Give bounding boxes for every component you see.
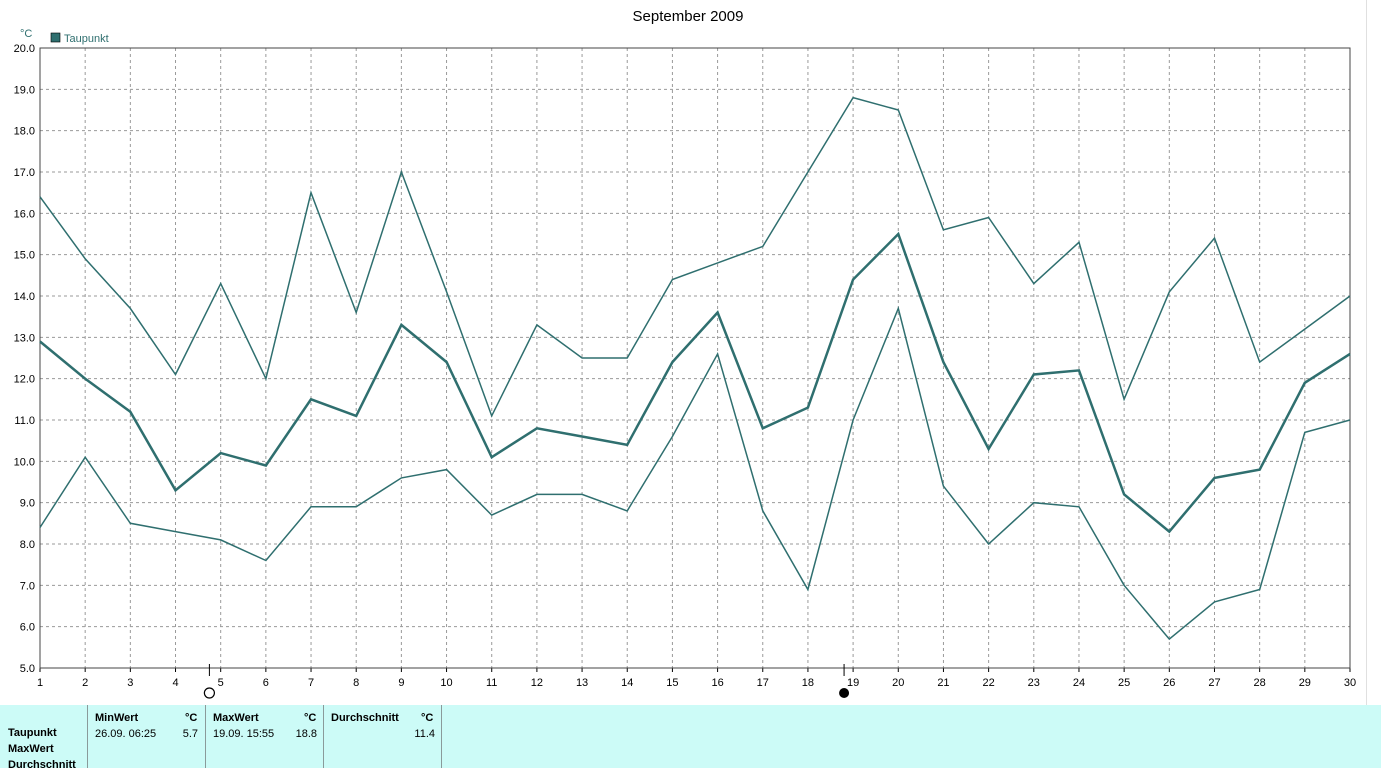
max-value: 18.8 xyxy=(295,728,317,740)
right-edge-strip xyxy=(1366,0,1381,705)
avg-unit: °C xyxy=(421,712,434,724)
x-tick-label: 18 xyxy=(802,677,814,689)
y-tick-label: 5.0 xyxy=(20,663,35,675)
y-tick-label: 8.0 xyxy=(20,539,35,551)
min-date: 26.09. 06:25 xyxy=(95,728,157,740)
y-tick-label: 16.0 xyxy=(14,208,35,220)
max-unit: °C xyxy=(304,712,317,724)
x-tick-label: 27 xyxy=(1208,677,1220,689)
x-tick-label: 9 xyxy=(398,677,404,689)
y-tick-label: 9.0 xyxy=(20,498,35,510)
y-tick-label: 6.0 xyxy=(20,622,35,634)
x-tick-label: 14 xyxy=(621,677,633,689)
x-tick-label: 29 xyxy=(1299,677,1311,689)
avg-value: 11.4 xyxy=(414,728,435,740)
y-tick-label: 10.0 xyxy=(14,456,35,468)
x-tick-label: 25 xyxy=(1118,677,1130,689)
x-tick-label: 5 xyxy=(218,677,224,689)
stats-end-divider xyxy=(441,705,443,768)
chart-title: September 2009 xyxy=(633,8,744,25)
row-label-taupunkt: Taupunkt xyxy=(8,727,57,739)
chart-area: September 2009 °C Taupunkt 5.0 6.0 7.0 8.0 9.0 1… xyxy=(14,8,1356,699)
min-stat-column: MinWert °C 26.09. 06:25 5.7 xyxy=(87,705,206,768)
plot-frame xyxy=(39,47,1351,669)
stats-panel: Taupunkt MaxWert Durchschnitt MinWert °C… xyxy=(0,705,1381,768)
x-tick-label: 17 xyxy=(757,677,769,689)
x-tick-label: 6 xyxy=(263,677,269,689)
legend-label: Taupunkt xyxy=(64,33,109,45)
x-tick-label: 23 xyxy=(1028,677,1040,689)
x-tick-label: 19 xyxy=(847,677,859,689)
avg-header: Durchschnitt xyxy=(331,712,399,724)
x-tick-label: 12 xyxy=(531,677,543,689)
max-header: MaxWert xyxy=(213,712,259,724)
max-date: 19.09. 15:55 xyxy=(213,728,275,740)
x-tick-label: 15 xyxy=(666,677,678,689)
y-tick-label: 17.0 xyxy=(14,167,35,179)
y-tick-label: 20.0 xyxy=(14,43,35,55)
y-tick-label: 13.0 xyxy=(14,332,35,344)
y-tick-label: 19.0 xyxy=(14,84,35,96)
y-unit-label: °C xyxy=(20,28,32,40)
x-tick-label: 10 xyxy=(440,677,452,689)
min-header: MinWert xyxy=(95,712,139,724)
row-label-durchschnitt: Durchschnitt xyxy=(8,759,76,768)
x-tick-label: 7 xyxy=(308,677,314,689)
x-tick-label: 20 xyxy=(892,677,904,689)
series-line-2 xyxy=(39,231,1351,534)
x-tick-label: 16 xyxy=(711,677,723,689)
y-tick-label: 11.0 xyxy=(14,415,35,427)
legend-swatch xyxy=(50,32,61,43)
x-tick-label: 21 xyxy=(937,677,949,689)
y-tick-label: 15.0 xyxy=(14,250,35,262)
y-tick-label: 12.0 xyxy=(14,374,35,386)
y-tick-label: 14.0 xyxy=(14,291,35,303)
x-tick-label: 3 xyxy=(127,677,133,689)
x-tick-label: 2 xyxy=(82,677,88,689)
x-tick-label: 22 xyxy=(982,677,994,689)
x-tick-label: 8 xyxy=(353,677,359,689)
x-tick-label: 11 xyxy=(486,677,497,689)
x-tick-label: 28 xyxy=(1254,677,1266,689)
y-tick-label: 7.0 xyxy=(20,580,35,592)
x-tick-label: 1 xyxy=(37,677,43,689)
x-tick-label: 24 xyxy=(1073,677,1085,689)
avg-stat-column: Durchschnitt °C 11.4 xyxy=(323,705,442,768)
max-stat-column: MaxWert °C 19.09. 15:55 18.8 xyxy=(205,705,324,768)
y-tick-label: 18.0 xyxy=(14,126,35,138)
series-line-3 xyxy=(39,305,1351,641)
dewpoint-line-chart: September 2009 °C Taupunkt 5.0 6.0 7.0 8.0 9.0 1… xyxy=(14,8,1356,699)
min-value: 5.7 xyxy=(182,728,198,740)
full-moon-icon xyxy=(839,688,850,698)
new-moon-icon xyxy=(203,687,215,699)
series-line-1 xyxy=(39,96,1351,418)
x-tick-label: 13 xyxy=(576,677,588,689)
row-label-maxwert: MaxWert xyxy=(8,743,54,755)
x-tick-label: 26 xyxy=(1163,677,1175,689)
min-unit: °C xyxy=(185,712,198,724)
x-tick-label: 30 xyxy=(1344,677,1356,689)
x-tick-label: 4 xyxy=(172,677,178,689)
